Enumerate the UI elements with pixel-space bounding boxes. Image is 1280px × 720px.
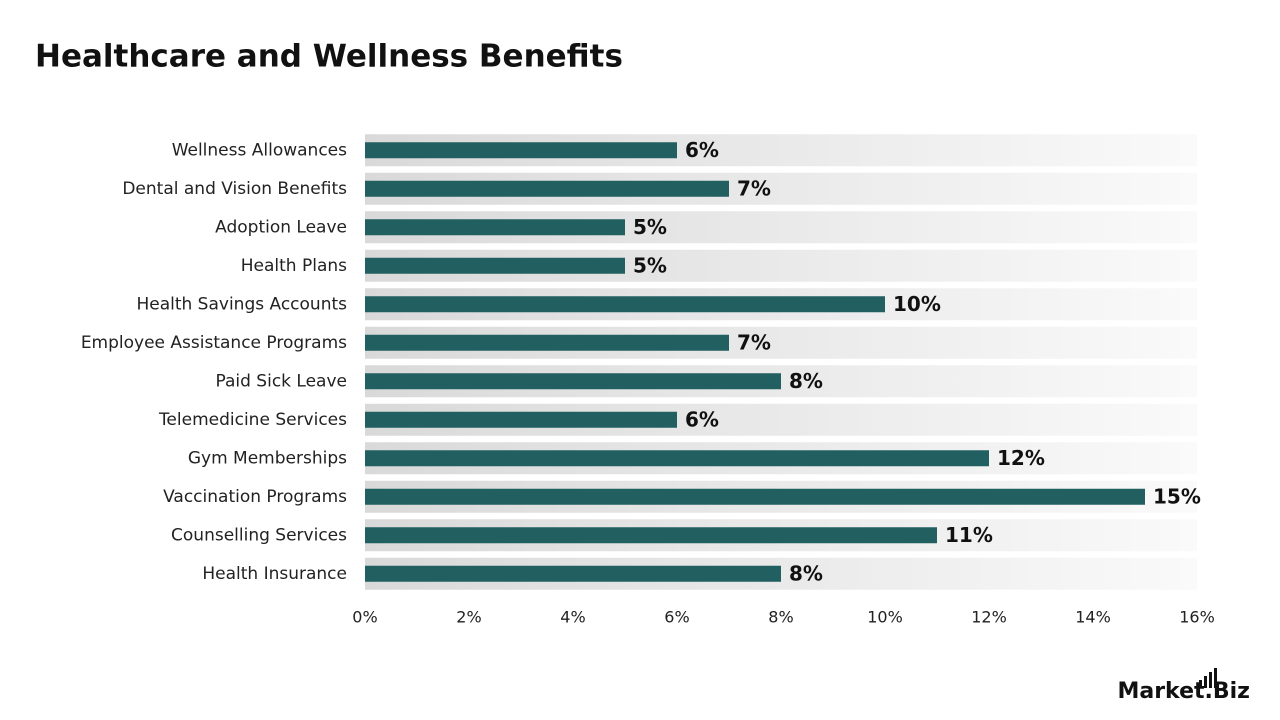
x-tick-label: 2% xyxy=(456,608,481,627)
y-tick-label: Counselling Services xyxy=(171,525,347,545)
y-tick-label: Vaccination Programs xyxy=(163,487,347,507)
logo-bar xyxy=(1214,668,1217,688)
x-tick-label: 16% xyxy=(1179,608,1215,627)
x-tick-label: 14% xyxy=(1075,608,1111,627)
bar xyxy=(365,296,885,313)
bar xyxy=(365,565,781,582)
y-tick-label: Wellness Allowances xyxy=(172,140,347,160)
y-tick-label: Health Savings Accounts xyxy=(136,294,347,314)
bar xyxy=(365,450,989,467)
y-tick-label: Employee Assistance Programs xyxy=(81,333,347,353)
x-tick-label: 0% xyxy=(352,608,377,627)
value-label: 12% xyxy=(997,446,1045,470)
bar xyxy=(365,142,677,159)
value-label: 8% xyxy=(789,561,823,585)
logo-bar xyxy=(1199,680,1202,688)
bar xyxy=(365,411,677,428)
chart-title: Healthcare and Wellness Benefits xyxy=(35,39,623,75)
bar xyxy=(365,334,729,351)
x-tick-label: 12% xyxy=(971,608,1007,627)
bar xyxy=(365,527,937,544)
bar xyxy=(365,257,625,274)
value-label: 5% xyxy=(633,253,667,277)
value-label: 11% xyxy=(945,523,993,547)
y-tick-label: Paid Sick Leave xyxy=(215,371,347,391)
value-label: 7% xyxy=(737,176,771,200)
value-label: 8% xyxy=(789,369,823,393)
bar xyxy=(365,219,625,236)
bar xyxy=(365,180,729,197)
brand-logo: Market.Biz xyxy=(1117,668,1250,704)
value-label: 15% xyxy=(1153,484,1201,508)
x-tick-label: 10% xyxy=(867,608,903,627)
value-label: 10% xyxy=(893,292,941,316)
brand: Market.Biz xyxy=(1117,679,1250,704)
y-tick-label: Dental and Vision Benefits xyxy=(122,179,347,199)
y-tick-label: Gym Memberships xyxy=(188,448,347,468)
x-tick-label: 4% xyxy=(560,608,585,627)
y-tick-label: Health Insurance xyxy=(202,564,347,584)
logo-bar xyxy=(1204,676,1207,688)
bar xyxy=(365,488,1145,505)
value-label: 7% xyxy=(737,330,771,354)
value-label: 5% xyxy=(633,215,667,239)
bar xyxy=(365,373,781,390)
logo-bar xyxy=(1209,672,1212,688)
x-tick-label: 8% xyxy=(768,608,793,627)
y-tick-label: Telemedicine Services xyxy=(158,410,347,430)
value-label: 6% xyxy=(685,138,719,162)
y-tick-label: Adoption Leave xyxy=(215,217,347,237)
y-tick-label: Health Plans xyxy=(241,256,347,276)
x-tick-label: 6% xyxy=(664,608,689,627)
value-label: 6% xyxy=(685,407,719,431)
